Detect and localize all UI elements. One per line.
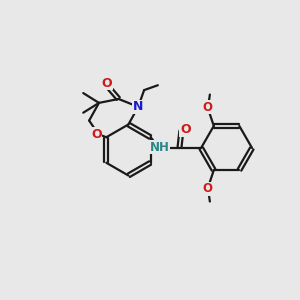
Text: O: O [202,101,212,114]
Text: O: O [180,123,190,136]
Text: O: O [101,77,112,90]
Text: NH: NH [150,141,170,154]
Text: N: N [133,100,143,113]
Text: O: O [91,128,102,141]
Text: O: O [202,182,212,195]
